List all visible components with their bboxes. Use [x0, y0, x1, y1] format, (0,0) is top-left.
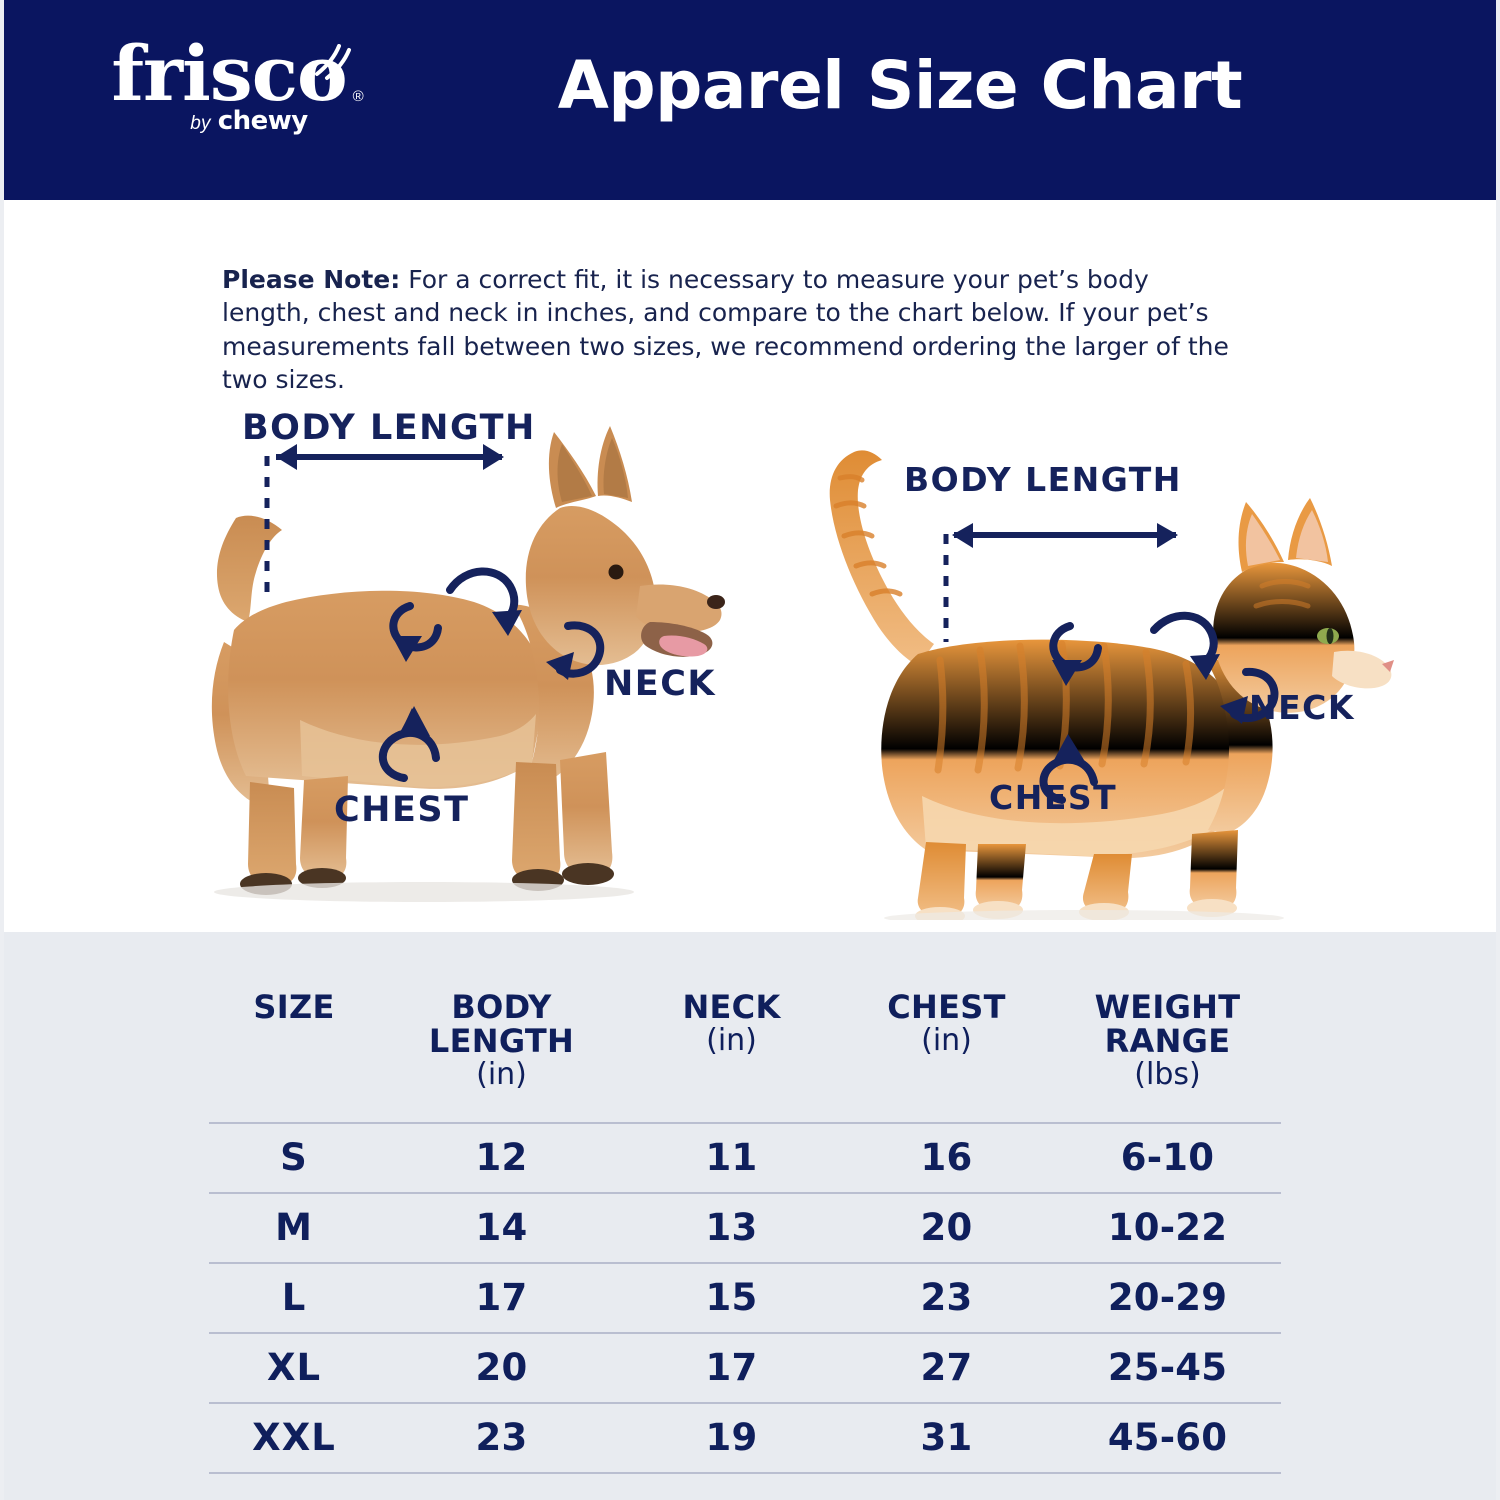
cell-body-length: 12 [379, 1122, 624, 1194]
column-header-chest: CHEST (in) [839, 988, 1054, 1124]
cell-neck: 13 [624, 1192, 839, 1264]
page-title: Apparel Size Chart [557, 47, 1243, 124]
col-chest-line1: CHEST [887, 988, 1006, 1026]
cell-chest: 23 [839, 1262, 1054, 1334]
col-weight-unit: (lbs) [1134, 1057, 1201, 1093]
column-header-weight-range: WEIGHT RANGE (lbs) [1054, 988, 1281, 1124]
cat-chest-label: CHEST [989, 778, 1118, 817]
column-header-size: SIZE [209, 988, 379, 1124]
please-note-text: Please Note: For a correct fit, it is ne… [222, 263, 1242, 396]
cell-body-length: 20 [379, 1332, 624, 1404]
cat-diagram: BODY LENGTH NECK CHEST [794, 430, 1414, 920]
cell-neck: 17 [624, 1332, 839, 1404]
cat-illustration [829, 450, 1394, 920]
cell-neck: 15 [624, 1262, 839, 1334]
cat-body-length-label: BODY LENGTH [904, 460, 1182, 499]
logo-wordmark: frisco ® [111, 36, 363, 112]
cat-neck-label: NECK [1249, 688, 1355, 727]
cell-size: L [209, 1262, 379, 1334]
col-chest-unit: (in) [921, 1023, 972, 1059]
size-table-body: S 12 11 16 6-10 M 14 13 20 10-22 L 17 15 [209, 1122, 1281, 1474]
logo-word-text: frisco [111, 29, 347, 118]
table-row: M 14 13 20 10-22 [209, 1192, 1281, 1264]
please-note-label: Please Note: [222, 265, 401, 294]
cell-size: XXL [209, 1402, 379, 1474]
cell-body-length: 14 [379, 1192, 624, 1264]
please-note-body: For a correct fit, it is necessary to me… [222, 265, 1229, 394]
table-row: XXL 23 19 31 45-60 [209, 1402, 1281, 1474]
col-body-line2: LENGTH [428, 1022, 575, 1061]
cell-body-length: 23 [379, 1402, 624, 1474]
cell-body-length: 17 [379, 1262, 624, 1334]
cell-neck: 19 [624, 1402, 839, 1474]
swoosh-icon [314, 44, 351, 80]
col-size-line1: SIZE [253, 988, 335, 1026]
cell-chest: 27 [839, 1332, 1054, 1404]
size-table-section: SIZE BODY LENGTH (in) NECK (in) CHEST (i… [4, 932, 1496, 1500]
col-body-line1: BODY [451, 988, 552, 1026]
size-table: SIZE BODY LENGTH (in) NECK (in) CHEST (i… [209, 990, 1281, 1474]
table-row: XL 20 17 27 25-45 [209, 1332, 1281, 1404]
col-neck-line1: NECK [682, 988, 781, 1026]
cell-neck: 11 [624, 1122, 839, 1194]
logo-byline: by chewy [79, 106, 379, 136]
registered-trademark-icon: ® [352, 87, 364, 105]
cell-chest: 31 [839, 1402, 1054, 1474]
table-header-row: SIZE BODY LENGTH (in) NECK (in) CHEST (i… [209, 988, 1281, 1124]
logo-by-text: by [190, 113, 211, 135]
column-header-neck: NECK (in) [624, 988, 839, 1124]
cell-size: M [209, 1192, 379, 1264]
dog-diagram: BODY LENGTH NECK CHEST [164, 390, 784, 910]
cell-size: S [209, 1122, 379, 1194]
cell-chest: 20 [839, 1192, 1054, 1264]
col-weight-line2: RANGE [1104, 1022, 1231, 1061]
logo-chewy-text: chewy [217, 106, 309, 137]
dog-chest-label: CHEST [334, 790, 470, 830]
cell-weight-range: 45-60 [1054, 1402, 1281, 1474]
header-bar: frisco ® by chewy Apparel Size Chart [4, 0, 1496, 200]
dog-body-length-label: BODY LENGTH [242, 408, 536, 448]
measurement-diagrams: BODY LENGTH NECK CHEST [4, 390, 1496, 930]
table-row: L 17 15 23 20-29 [209, 1262, 1281, 1334]
cell-chest: 16 [839, 1122, 1054, 1194]
cell-weight-range: 6-10 [1054, 1122, 1281, 1194]
table-row: S 12 11 16 6-10 [209, 1122, 1281, 1194]
col-neck-unit: (in) [706, 1023, 757, 1059]
cell-weight-range: 20-29 [1054, 1262, 1281, 1334]
size-table-head: SIZE BODY LENGTH (in) NECK (in) CHEST (i… [209, 988, 1281, 1124]
cell-weight-range: 10-22 [1054, 1192, 1281, 1264]
col-body-unit: (in) [476, 1057, 527, 1093]
column-header-body-length: BODY LENGTH (in) [379, 988, 624, 1124]
dog-illustration [211, 426, 725, 902]
col-weight-line1: WEIGHT [1094, 988, 1241, 1026]
cell-weight-range: 25-45 [1054, 1332, 1281, 1404]
cell-size: XL [209, 1332, 379, 1404]
frisco-logo: frisco ® by chewy [79, 36, 379, 158]
dog-neck-label: NECK [604, 664, 717, 704]
